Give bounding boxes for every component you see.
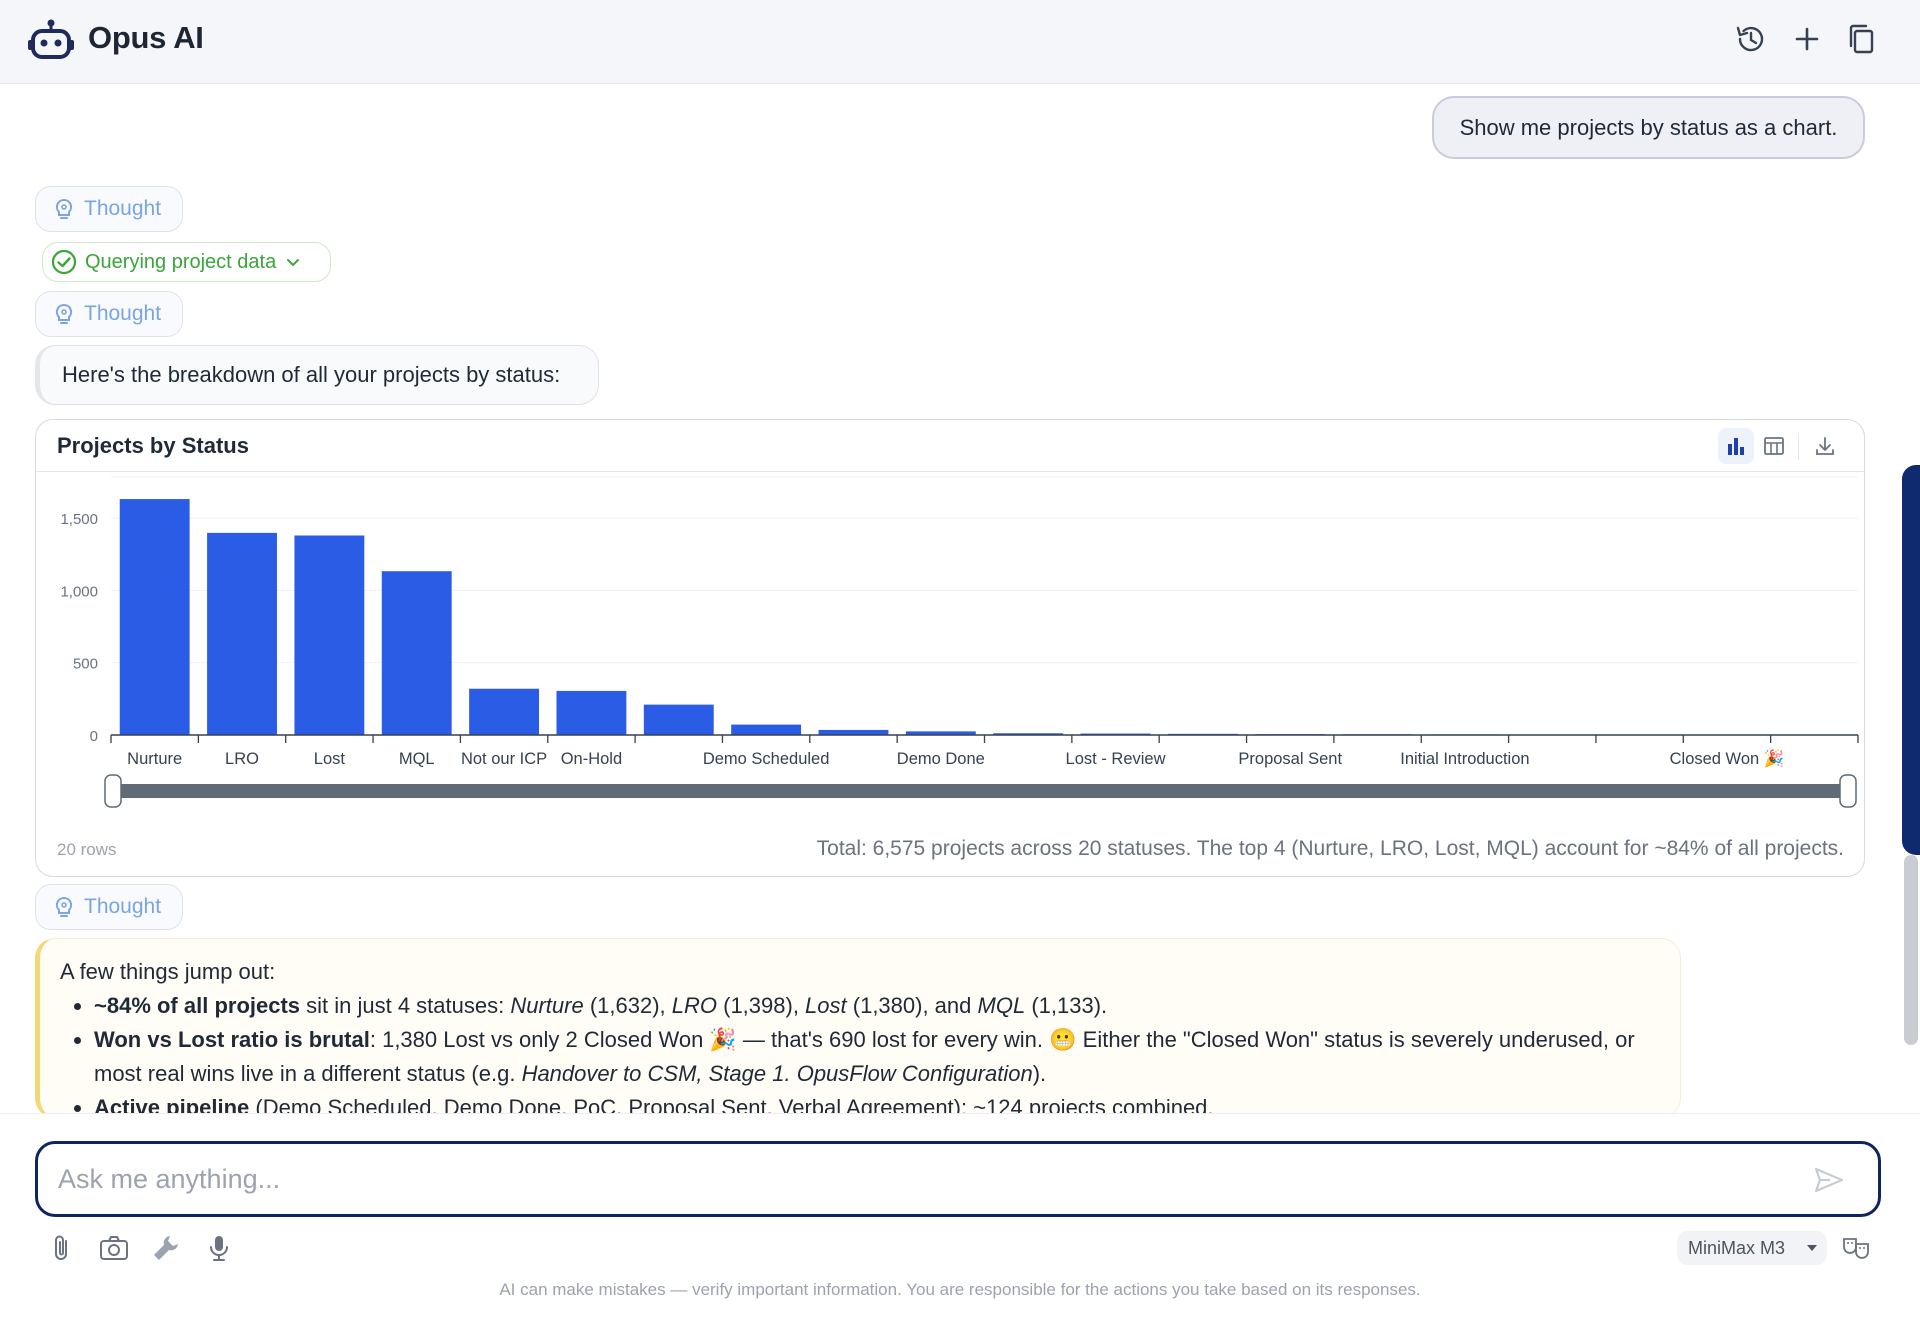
y-tick-label: 500 bbox=[73, 656, 98, 673]
model-select[interactable]: MiniMax M3 bbox=[1677, 1231, 1827, 1265]
range-slider-track bbox=[114, 784, 1847, 798]
insights-list: ~84% of all projects sit in just 4 statu… bbox=[74, 989, 1656, 1118]
x-tick-label: Lost - Review bbox=[1066, 750, 1166, 768]
insight-text: (1,133). bbox=[1025, 993, 1108, 1018]
bar-chart-view-button[interactable] bbox=[1718, 428, 1754, 464]
insight-item: ~84% of all projects sit in just 4 statu… bbox=[74, 989, 1656, 1023]
lightbulb-icon bbox=[55, 198, 73, 219]
thought-label: Thought bbox=[84, 197, 162, 220]
chart-bar bbox=[207, 532, 277, 735]
chart-card: Projects by Status 0 500 1,000 1,500 Nurture… bbox=[35, 419, 1865, 877]
check-circle-icon bbox=[51, 249, 77, 275]
x-tick-label: LRO bbox=[225, 750, 259, 768]
microphone-icon[interactable] bbox=[203, 1232, 235, 1264]
range-slider-handle-start bbox=[104, 774, 122, 808]
scrollbar-thumb[interactable] bbox=[1904, 855, 1918, 1045]
range-slider-handle-end bbox=[1839, 774, 1857, 808]
send-icon[interactable] bbox=[1812, 1163, 1846, 1197]
insight-strong: Won vs Lost ratio is brutal bbox=[94, 1027, 370, 1052]
insight-em: Handover to CSM, Stage 1. OpusFlow Confi… bbox=[521, 1061, 1033, 1086]
y-tick-label: 0 bbox=[90, 728, 98, 745]
copy-icon[interactable] bbox=[1845, 22, 1879, 56]
chart-bar bbox=[818, 729, 889, 735]
insight-text: ). bbox=[1032, 1061, 1047, 1086]
chart-bar bbox=[119, 499, 190, 735]
insight-strong: Active pipeline bbox=[94, 1095, 250, 1118]
insight-text: (1,632), bbox=[583, 993, 672, 1018]
download-icon bbox=[1816, 437, 1834, 455]
insight-text: sit in just 4 statuses: bbox=[300, 993, 511, 1018]
thought-label: Thought bbox=[84, 302, 162, 325]
chart-bar bbox=[643, 704, 714, 735]
x-tick-label: Not our ICP bbox=[461, 750, 547, 768]
querying-project-data-chip[interactable]: Querying project data bbox=[42, 242, 331, 282]
x-tick-label: Proposal Sent bbox=[1238, 750, 1342, 768]
plus-icon[interactable] bbox=[1790, 22, 1824, 56]
bar-chart-icon bbox=[1728, 438, 1744, 455]
lightbulb-icon bbox=[55, 896, 73, 917]
user-message: Show me projects by status as a chart. bbox=[1432, 96, 1865, 159]
lightbulb-icon bbox=[55, 303, 73, 324]
chart-bar bbox=[905, 731, 976, 735]
insight-text: (Demo Scheduled, Demo Done, PoC, Proposa… bbox=[249, 1095, 1214, 1118]
caret-down-icon bbox=[1807, 1245, 1817, 1251]
insight-em: MQL bbox=[977, 993, 1026, 1018]
chart-bar bbox=[993, 733, 1064, 735]
x-tick-label: On-Hold bbox=[561, 750, 622, 768]
chart-title: Projects by Status bbox=[57, 433, 249, 458]
table-icon bbox=[1764, 437, 1784, 455]
chart-bar bbox=[469, 688, 540, 735]
assistant-message: Here's the breakdown of all your project… bbox=[35, 345, 599, 405]
app-title: Opus AI bbox=[88, 20, 204, 55]
scrollbar-accent bbox=[1902, 465, 1920, 855]
chart-header: Projects by Status bbox=[36, 420, 1864, 472]
history-icon[interactable] bbox=[1734, 22, 1768, 56]
insight-strong: ~84% of all projects bbox=[94, 993, 301, 1018]
bar-chart: 0 500 1,000 1,500 Nurture LRO Lost MQL Not our I… bbox=[60, 476, 1859, 808]
insight-item: Won vs Lost ratio is brutal: 1,380 Lost … bbox=[74, 1023, 1656, 1091]
x-tick-label: Lost bbox=[314, 750, 346, 768]
y-tick-label: 1,000 bbox=[60, 583, 98, 600]
chevron-down-icon bbox=[287, 259, 300, 267]
ask-input[interactable] bbox=[35, 1141, 1881, 1217]
y-tick-label: 1,500 bbox=[60, 511, 98, 528]
table-view-button[interactable] bbox=[1756, 428, 1792, 464]
x-tick-label: Initial Introduction bbox=[1400, 750, 1529, 768]
insight-em: Nurture bbox=[510, 993, 584, 1018]
thought-chip[interactable]: Thought bbox=[35, 884, 183, 930]
insight-text: (1,380), and bbox=[846, 993, 978, 1018]
disclaimer: AI can make mistakes — verify important … bbox=[499, 1280, 1421, 1299]
query-chip-label: Querying project data bbox=[85, 250, 277, 273]
x-tick-label: Nurture bbox=[127, 750, 182, 768]
camera-icon[interactable] bbox=[98, 1232, 130, 1264]
insight-em: Lost bbox=[805, 993, 847, 1018]
download-button[interactable] bbox=[1807, 428, 1843, 464]
robot-logo-icon bbox=[28, 19, 74, 59]
rows-count: 20 rows bbox=[57, 840, 117, 859]
insights-intro: A few things jump out: bbox=[60, 959, 276, 984]
insight-em: LRO bbox=[671, 993, 717, 1018]
chart-bar bbox=[294, 535, 365, 735]
paperclip-icon[interactable] bbox=[46, 1232, 78, 1264]
insights-message: A few things jump out: ~84% of all proje… bbox=[35, 938, 1681, 1118]
wrench-icon[interactable] bbox=[150, 1232, 182, 1264]
chart-bar bbox=[556, 690, 627, 735]
x-tick-label: MQL bbox=[399, 750, 435, 768]
insight-text: (1,398), bbox=[717, 993, 806, 1018]
chart-summary: Total: 6,575 projects across 20 statuses… bbox=[816, 837, 1844, 860]
model-select-label: MiniMax M3 bbox=[1688, 1237, 1786, 1258]
x-tick-label: Closed Won 🎉 bbox=[1670, 749, 1785, 769]
x-tick-label: Demo Scheduled bbox=[703, 750, 830, 768]
x-tick-label: Demo Done bbox=[897, 750, 985, 768]
thought-chip[interactable]: Thought bbox=[35, 291, 183, 337]
insight-text: : 1,380 Lost vs only 2 Closed Won 🎉 — th… bbox=[94, 1027, 1635, 1086]
insight-item: Active pipeline (Demo Scheduled, Demo Do… bbox=[74, 1091, 1656, 1118]
chart-bar bbox=[381, 571, 452, 735]
app-header: Opus AI bbox=[0, 0, 1920, 84]
chart-bar bbox=[731, 724, 802, 735]
thought-chip[interactable]: Thought bbox=[35, 186, 183, 232]
chart-toolbar-divider bbox=[1798, 434, 1799, 460]
theater-masks-icon[interactable] bbox=[1840, 1232, 1872, 1264]
thought-label: Thought bbox=[84, 895, 162, 918]
